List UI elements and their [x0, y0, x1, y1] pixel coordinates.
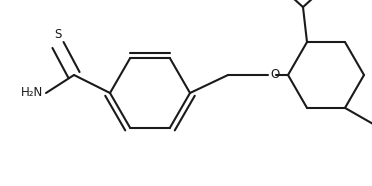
Text: O: O: [270, 68, 279, 81]
Text: S: S: [54, 28, 62, 41]
Text: H₂N: H₂N: [21, 86, 43, 100]
